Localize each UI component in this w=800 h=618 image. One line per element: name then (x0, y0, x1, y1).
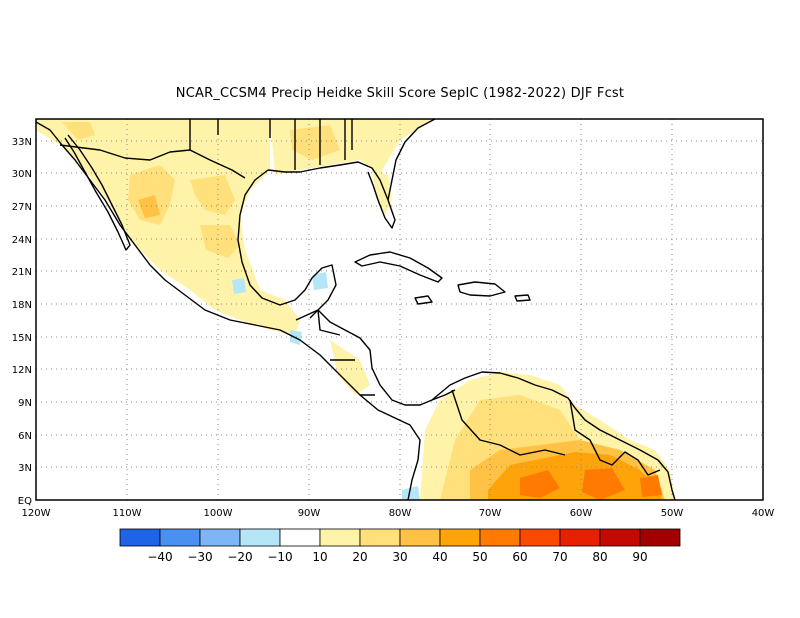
lat-tick-labels: EQ 3N 6N 9N 12N 15N 18N 21N 24N 27N 30N … (12, 137, 32, 507)
colorbar-label: 20 (352, 550, 367, 564)
shade-mexico-30a (128, 165, 175, 225)
plot-frame (35, 118, 764, 501)
lat-tick-label: 6N (18, 431, 32, 442)
colorbar-swatch (359, 528, 401, 547)
coast-pacific-mexico (36, 121, 421, 500)
colorbar-swatch (399, 528, 441, 547)
colorbar-label: −10 (267, 550, 292, 564)
colorbar-swatch (279, 528, 321, 547)
lon-tick-labels: 120W 110W 100W 90W 80W 70W 60W 50W 40W (22, 508, 775, 519)
colorbar-label: 80 (592, 550, 607, 564)
border-us-mexico (59, 144, 246, 179)
coast-puerto-rico (514, 294, 531, 302)
coast-jamaica (414, 295, 433, 305)
lon-tick-label: 120W (22, 508, 51, 519)
colorbar-label: −40 (147, 550, 172, 564)
shade-neg-4 (402, 486, 420, 500)
colorbar-swatch (439, 528, 481, 547)
colorbar-label: 30 (392, 550, 407, 564)
colorbar-label: 60 (512, 550, 527, 564)
shade-florida-20 (372, 170, 392, 215)
shade-neg-2 (312, 272, 328, 290)
colorbar-swatch (479, 528, 521, 547)
lat-tick-label: 12N (12, 365, 32, 376)
coastlines (36, 119, 676, 500)
colorbar-swatch (119, 528, 161, 547)
lat-tick-label: 33N (12, 137, 32, 148)
colorbar-label: −30 (187, 550, 212, 564)
lon-tick-label: 110W (113, 508, 142, 519)
border-centralam (295, 309, 375, 396)
colorbar-swatch (159, 528, 201, 547)
lat-tick-label: 15N (12, 333, 32, 344)
border-us-states (189, 119, 353, 170)
colorbar-label: 50 (472, 550, 487, 564)
coast-us-gulf (267, 161, 396, 229)
lat-tick-label: 21N (12, 267, 32, 278)
colorbar-swatch (319, 528, 361, 547)
lat-tick-label: EQ (18, 496, 32, 507)
coast-south-america-north (431, 371, 676, 500)
shade-us-30 (290, 125, 340, 160)
colorbar: −40 −30 −20 −10 10 20 30 40 50 60 70 80 90 (119, 528, 681, 564)
shade-southam-60b (582, 468, 625, 500)
chart-title: NCAR_CCSM4 Precip Heidke Skill Score Sep… (175, 86, 625, 101)
shade-centralam-20 (330, 340, 370, 395)
skill-shading (36, 119, 675, 500)
lat-tick-label: 30N (12, 169, 32, 180)
lat-tick-label: 24N (12, 235, 32, 246)
colorbar-swatch (559, 528, 601, 547)
lat-tick-label: 9N (18, 398, 32, 409)
coast-us-atlantic (387, 119, 436, 201)
colorbar-label: 10 (312, 550, 327, 564)
lat-tick-label: 18N (12, 300, 32, 311)
lon-tick-label: 50W (661, 508, 684, 519)
shade-mexico-30d (62, 122, 95, 140)
coast-baja (64, 134, 131, 251)
lat-tick-label: 27N (12, 202, 32, 213)
shade-mexico-30c (200, 225, 240, 258)
coast-cuba (354, 251, 443, 283)
lon-tick-label: 40W (752, 508, 775, 519)
shade-mexico-40 (138, 195, 160, 218)
lon-tick-label: 100W (204, 508, 233, 519)
colorbar-label: −20 (227, 550, 252, 564)
border-southam (451, 389, 661, 476)
coast-hispaniola (457, 281, 506, 297)
lon-tick-label: 70W (479, 508, 502, 519)
colorbar-swatch (639, 528, 681, 547)
shade-mexico-20 (36, 119, 300, 335)
lon-tick-label: 80W (389, 508, 412, 519)
colorbar-label: 70 (552, 550, 567, 564)
lat-tick-label: 3N (18, 463, 32, 474)
shade-neg-1 (232, 278, 246, 294)
lon-tick-label: 90W (298, 508, 321, 519)
coast-gulf-mexico (237, 169, 337, 319)
shade-southam-60c (640, 475, 662, 497)
shade-southam-60a (520, 470, 560, 498)
colorbar-label: 40 (432, 550, 447, 564)
colorbar-swatch (599, 528, 641, 547)
colorbar-label: 90 (632, 550, 647, 564)
shade-mexico-30b (190, 175, 235, 215)
lon-tick-label: 60W (570, 508, 593, 519)
colorbar-swatch (519, 528, 561, 547)
colorbar-swatch (239, 528, 281, 547)
colorbar-swatch (199, 528, 241, 547)
